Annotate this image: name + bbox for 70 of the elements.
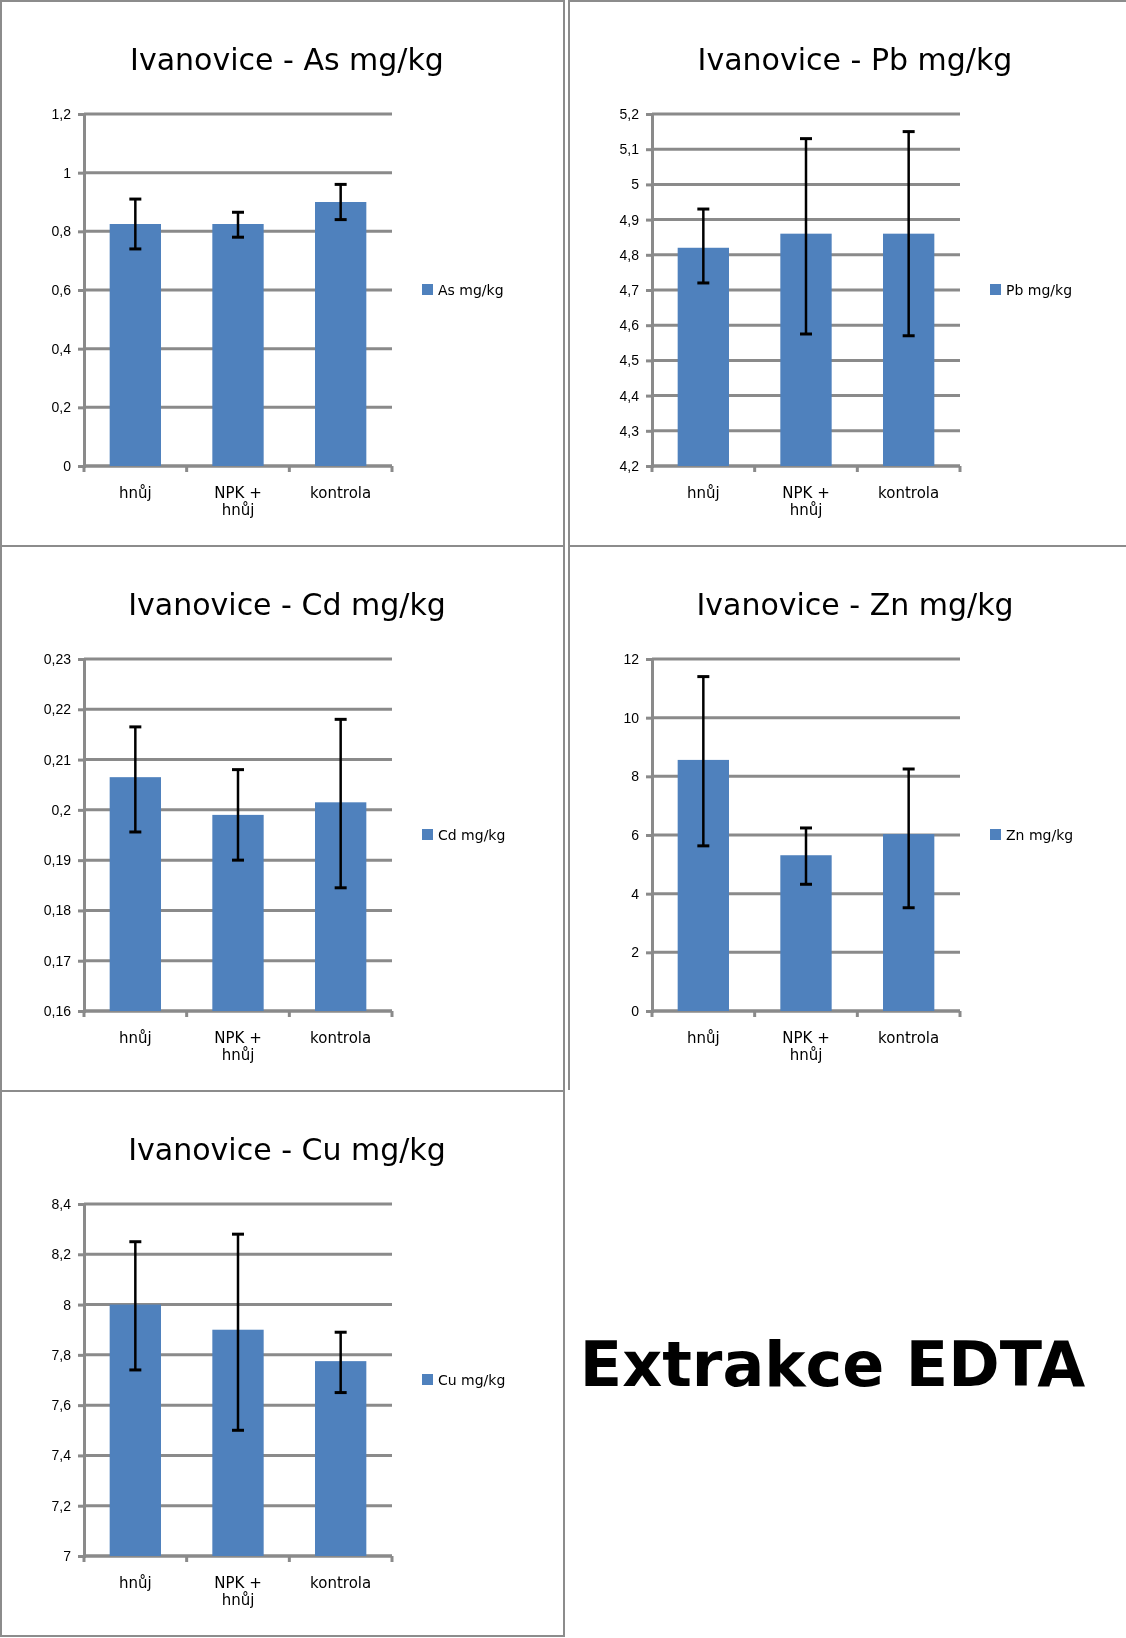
chart-title: Ivanovice - Cd mg/kg [128, 587, 446, 622]
y-tick-label: 0,4 [51, 340, 72, 357]
x-tick-label: kontrola [878, 484, 940, 502]
y-tick-label: 0,16 [43, 1002, 72, 1019]
x-tick-label: NPK + hnůj [214, 484, 262, 520]
y-tick-label: 1 [63, 164, 72, 181]
x-tick-label: kontrola [310, 484, 372, 502]
x-tick-label: NPK + hnůj [782, 1029, 830, 1065]
x-tick-label: hnůj [686, 1029, 720, 1047]
y-tick-label: 4,8 [619, 246, 640, 263]
y-tick-label: 0,8 [51, 223, 72, 240]
y-tick-label: 10 [623, 709, 640, 726]
bar [883, 834, 935, 1011]
y-tick-label: 5,1 [619, 141, 640, 158]
y-tick-label: 8 [63, 1296, 72, 1313]
x-tick-label: hnůj [686, 484, 720, 502]
y-tick-label: 0,2 [51, 801, 72, 818]
x-tick-label: kontrola [878, 1029, 940, 1047]
y-tick-label: 4,2 [619, 457, 640, 474]
legend-label: Cu mg/kg [438, 1372, 506, 1388]
y-tick-label: 2 [631, 944, 640, 961]
x-tick-label: hnůj [118, 1029, 152, 1047]
y-tick-label: 12 [623, 650, 640, 667]
text: Extrakce EDTA [579, 1327, 1086, 1401]
chart-title: Ivanovice - As mg/kg [130, 42, 444, 77]
y-tick-label: 4,6 [619, 317, 640, 334]
y-tick-label: 6 [631, 826, 640, 843]
y-tick-label: 7,4 [51, 1447, 72, 1464]
y-tick-label: 4,7 [619, 281, 640, 298]
x-tick-label: NPK + hnůj [214, 1029, 262, 1065]
x-tick-label: hnůj [118, 484, 152, 502]
y-tick-label: 0,2 [51, 399, 72, 416]
y-tick-label: 4,4 [619, 387, 640, 404]
y-tick-label: 8 [631, 768, 640, 785]
y-tick-label: 7,8 [51, 1346, 72, 1363]
y-tick-label: 0,6 [51, 281, 72, 298]
x-tick-label: hnůj [118, 1574, 152, 1592]
x-tick-label: NPK + hnůj [214, 1574, 262, 1610]
x-tick-label: NPK + hnůj [782, 484, 830, 520]
y-tick-label: 7,2 [51, 1497, 72, 1514]
y-tick-label: 1,2 [51, 105, 72, 122]
y-tick-label: 0 [631, 1002, 640, 1019]
x-tick-label: kontrola [310, 1029, 372, 1047]
y-tick-label: 0,18 [43, 902, 72, 919]
y-tick-label: 4,5 [619, 352, 640, 369]
legend-label: Cd mg/kg [438, 827, 506, 843]
y-tick-label: 0,23 [43, 650, 72, 667]
chart-title: Ivanovice - Zn mg/kg [696, 587, 1014, 622]
x-tick-label: kontrola [310, 1574, 372, 1592]
y-tick-label: 0,22 [43, 701, 72, 718]
y-tick-label: 8,4 [51, 1195, 72, 1212]
y-tick-label: 4,9 [619, 211, 640, 228]
legend-label: Pb mg/kg [1006, 282, 1073, 298]
y-tick-label: 0,21 [43, 751, 72, 768]
chart-title: Ivanovice - Cu mg/kg [128, 1132, 446, 1167]
y-tick-label: 0 [63, 457, 72, 474]
y-tick-label: 8,2 [51, 1246, 72, 1263]
y-tick-label: 7,6 [51, 1397, 72, 1414]
chart-title: Ivanovice - Pb mg/kg [697, 42, 1013, 77]
y-tick-label: 0,17 [43, 952, 72, 969]
y-tick-label: 7 [63, 1547, 72, 1564]
y-tick-label: 5 [631, 176, 640, 193]
y-tick-label: 4 [631, 885, 640, 902]
legend-label: As mg/kg [438, 282, 504, 298]
y-tick-label: 4,3 [619, 422, 640, 439]
y-tick-label: 5,2 [619, 105, 640, 122]
y-tick-label: 0,19 [43, 852, 72, 869]
legend-label: Zn mg/kg [1006, 827, 1074, 843]
bar [677, 759, 729, 1011]
bar [780, 855, 832, 1011]
